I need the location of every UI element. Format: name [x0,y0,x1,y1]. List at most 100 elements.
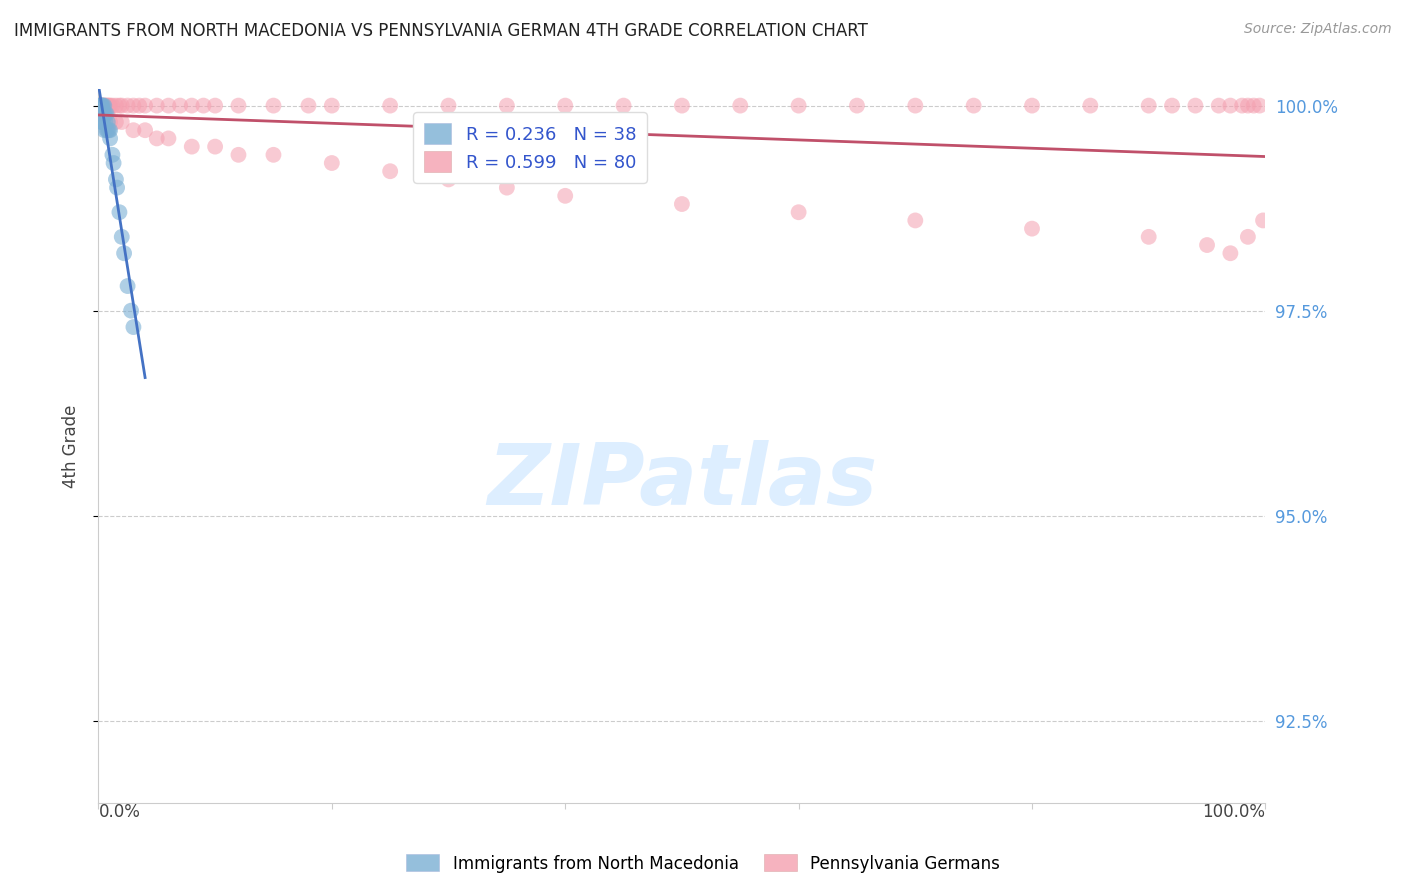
Point [97,98,120,112]
Text: ZIPatlas: ZIPatlas [486,440,877,524]
Point [94,107,117,121]
Point [134,98,156,112]
Point [122,123,145,137]
Point [1237,98,1260,112]
Point [90,98,112,112]
Point [1219,98,1241,112]
Point [98,115,121,129]
Point [904,213,927,227]
Point [89,98,111,112]
Text: IMMIGRANTS FROM NORTH MACEDONIA VS PENNSYLVANIA GERMAN 4TH GRADE CORRELATION CHA: IMMIGRANTS FROM NORTH MACEDONIA VS PENNS… [14,22,868,40]
Point [228,98,250,112]
Point [90,107,112,121]
Point [91,98,114,112]
Point [1137,98,1160,112]
Point [90,98,112,112]
Point [91,115,114,129]
Point [89,107,111,121]
Point [96,98,118,112]
Point [128,98,150,112]
Point [321,156,343,170]
Point [180,139,202,153]
Point [1021,221,1043,235]
Point [262,98,284,112]
Point [97,98,120,112]
Point [108,98,131,112]
Point [1137,230,1160,244]
Point [94,98,117,112]
Point [1080,98,1102,112]
Point [146,131,169,145]
Point [94,115,117,129]
Text: 100.0%: 100.0% [1202,803,1265,821]
Point [93,107,115,121]
Text: Source: ZipAtlas.com: Source: ZipAtlas.com [1244,22,1392,37]
Point [90,98,112,112]
Point [120,303,142,318]
Point [787,98,810,112]
Point [1251,213,1274,227]
Point [962,98,984,112]
Point [111,98,134,112]
Point [1230,98,1253,112]
Legend: Immigrants from North Macedonia, Pennsylvania Germans: Immigrants from North Macedonia, Pennsyl… [399,847,1007,880]
Point [146,98,169,112]
Point [204,139,226,153]
Point [89,107,111,121]
Point [111,115,134,129]
Point [108,205,131,219]
Point [90,107,112,121]
Point [1237,230,1260,244]
Point [204,98,226,112]
Point [90,98,112,112]
Point [91,107,114,121]
Point [730,98,752,112]
Point [554,98,576,112]
Point [437,172,460,186]
Point [496,98,519,112]
Point [93,123,115,137]
Point [90,107,112,121]
Point [90,115,112,129]
Point [193,98,215,112]
Point [97,123,120,137]
Point [117,279,139,293]
Point [157,98,180,112]
Point [904,98,927,112]
Point [96,107,118,121]
Point [89,98,111,112]
Point [262,148,284,162]
Point [93,98,115,112]
Point [1208,98,1230,112]
Point [297,98,319,112]
Text: 0.0%: 0.0% [98,803,141,821]
Point [1161,98,1184,112]
Point [104,172,127,186]
Point [101,98,124,112]
Point [111,230,134,244]
Point [1184,98,1206,112]
Point [97,107,120,121]
Y-axis label: 4th Grade: 4th Grade [62,404,80,488]
Point [180,98,202,112]
Point [90,107,112,121]
Point [105,180,128,194]
Point [98,123,121,137]
Point [1243,98,1265,112]
Point [117,98,139,112]
Point [228,148,250,162]
Point [93,98,115,112]
Point [112,246,135,260]
Point [101,148,124,162]
Point [97,123,120,137]
Point [496,180,519,194]
Point [90,98,112,112]
Point [103,156,125,170]
Point [104,98,127,112]
Legend: R = 0.236   N = 38, R = 0.599   N = 80: R = 0.236 N = 38, R = 0.599 N = 80 [413,112,647,183]
Point [846,98,869,112]
Point [1249,98,1271,112]
Point [671,98,693,112]
Point [671,197,693,211]
Point [122,320,145,334]
